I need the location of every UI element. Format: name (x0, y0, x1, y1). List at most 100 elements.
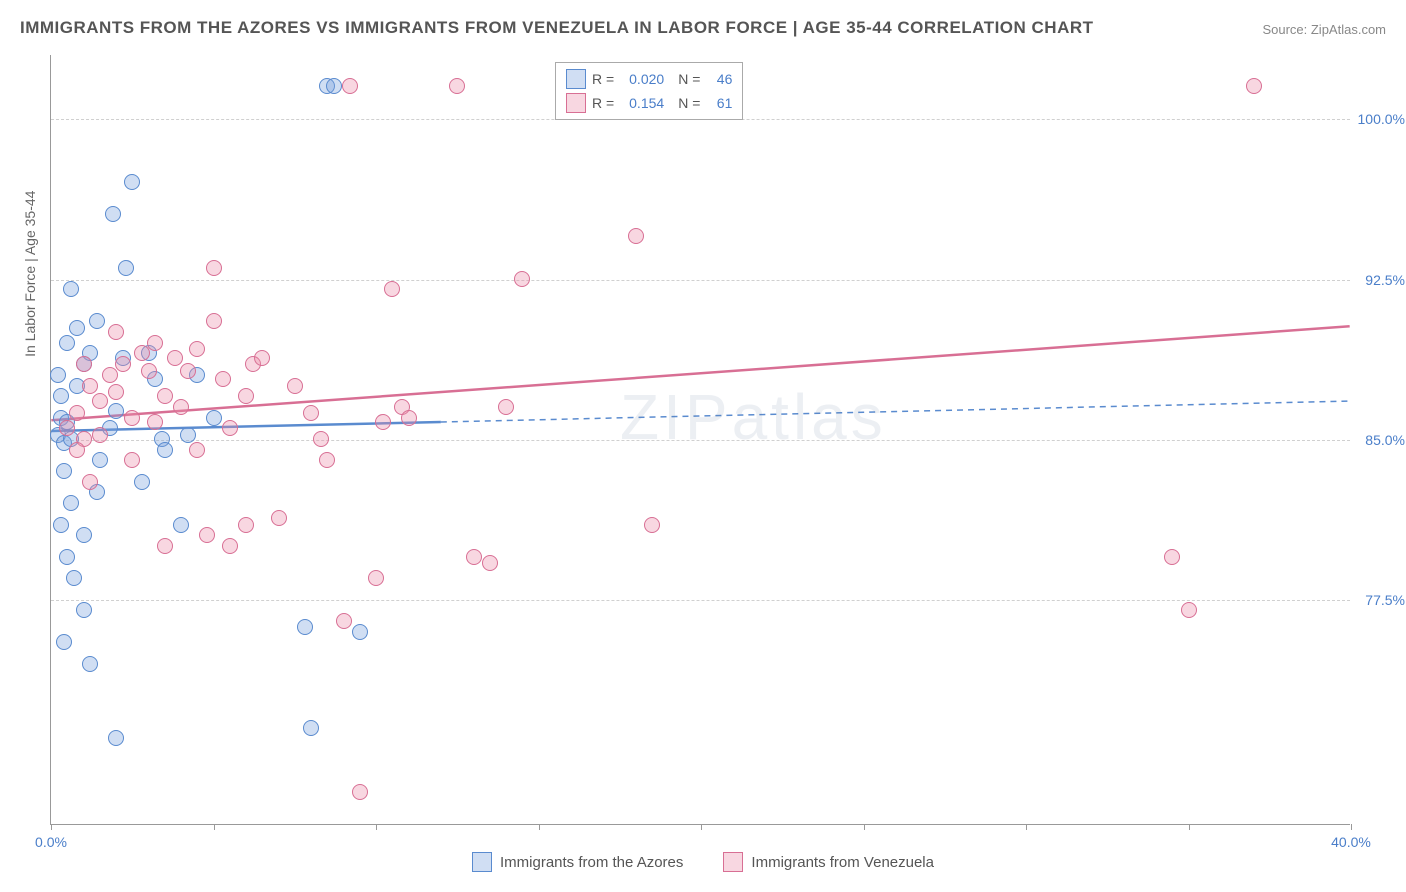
scatter-point (336, 613, 352, 629)
legend-swatch (566, 93, 586, 113)
y-tick-label: 100.0% (1358, 111, 1405, 127)
x-tick (376, 824, 377, 830)
scatter-point (69, 405, 85, 421)
scatter-point (108, 403, 124, 419)
bottom-legend-swatch (723, 852, 743, 872)
legend-r-prefix: R = (592, 95, 614, 111)
x-tick (1351, 824, 1352, 830)
legend-n-prefix: N = (678, 71, 700, 87)
scatter-point (76, 356, 92, 372)
scatter-point (1246, 78, 1262, 94)
scatter-point (50, 367, 66, 383)
scatter-point (147, 335, 163, 351)
scatter-point (102, 367, 118, 383)
scatter-point (82, 656, 98, 672)
scatter-point (206, 410, 222, 426)
scatter-point (271, 510, 287, 526)
scatter-point (189, 341, 205, 357)
scatter-point (1181, 602, 1197, 618)
scatter-point (319, 452, 335, 468)
scatter-point (238, 517, 254, 533)
scatter-point (180, 427, 196, 443)
scatter-point (222, 538, 238, 554)
x-tick-label: 0.0% (35, 834, 67, 850)
x-tick (539, 824, 540, 830)
scatter-point (215, 371, 231, 387)
series-legend: Immigrants from the Azores Immigrants fro… (0, 852, 1406, 872)
scatter-point (63, 281, 79, 297)
scatter-point (59, 549, 75, 565)
scatter-point (134, 345, 150, 361)
scatter-point (222, 420, 238, 436)
scatter-point (375, 414, 391, 430)
legend-r-value: 0.020 (620, 71, 664, 87)
scatter-point (92, 427, 108, 443)
scatter-point (124, 174, 140, 190)
scatter-point (124, 452, 140, 468)
scatter-point (108, 324, 124, 340)
scatter-point (368, 570, 384, 586)
scatter-point (157, 442, 173, 458)
scatter-point (628, 228, 644, 244)
bottom-legend-swatch (472, 852, 492, 872)
legend-swatch (566, 69, 586, 89)
scatter-point (238, 388, 254, 404)
scatter-point (1164, 549, 1180, 565)
scatter-point (108, 730, 124, 746)
gridline (51, 280, 1350, 281)
x-tick (701, 824, 702, 830)
scatter-point (124, 410, 140, 426)
scatter-point (342, 78, 358, 94)
scatter-point (56, 634, 72, 650)
scatter-point (108, 384, 124, 400)
scatter-point (56, 463, 72, 479)
scatter-point (352, 624, 368, 640)
x-tick (1026, 824, 1027, 830)
scatter-point (92, 452, 108, 468)
scatter-point (82, 378, 98, 394)
scatter-point (105, 206, 121, 222)
bottom-legend-label: Immigrants from Venezuela (751, 854, 934, 871)
scatter-point (189, 442, 205, 458)
x-tick (864, 824, 865, 830)
scatter-point (466, 549, 482, 565)
chart-plot-area: 77.5%85.0%92.5%100.0%0.0%40.0% (50, 55, 1350, 825)
scatter-point (313, 431, 329, 447)
scatter-point (173, 399, 189, 415)
scatter-point (449, 78, 465, 94)
legend-r-value: 0.154 (620, 95, 664, 111)
scatter-point (59, 420, 75, 436)
legend-row: R =0.020 N =46 (566, 67, 732, 91)
scatter-point (147, 414, 163, 430)
gridline (51, 440, 1350, 441)
source-attribution: Source: ZipAtlas.com (1262, 22, 1386, 37)
scatter-point (287, 378, 303, 394)
scatter-point (180, 363, 196, 379)
scatter-point (303, 720, 319, 736)
scatter-point (199, 527, 215, 543)
scatter-point (69, 442, 85, 458)
scatter-point (514, 271, 530, 287)
y-axis-label: In Labor Force | Age 35-44 (22, 191, 38, 357)
scatter-point (63, 495, 79, 511)
scatter-point (326, 78, 342, 94)
scatter-point (115, 356, 131, 372)
scatter-point (644, 517, 660, 533)
scatter-point (53, 517, 69, 533)
scatter-point (254, 350, 270, 366)
x-tick (214, 824, 215, 830)
legend-n-value: 46 (706, 71, 732, 87)
gridline (51, 600, 1350, 601)
scatter-point (59, 335, 75, 351)
x-tick (51, 824, 52, 830)
legend-row: R =0.154 N =61 (566, 91, 732, 115)
scatter-point (206, 313, 222, 329)
scatter-point (76, 527, 92, 543)
legend-n-prefix: N = (678, 95, 700, 111)
scatter-point (118, 260, 134, 276)
scatter-point (167, 350, 183, 366)
scatter-point (206, 260, 222, 276)
bottom-legend-item: Immigrants from the Azores (472, 852, 683, 872)
bottom-legend-item: Immigrants from Venezuela (723, 852, 934, 872)
x-tick (1189, 824, 1190, 830)
